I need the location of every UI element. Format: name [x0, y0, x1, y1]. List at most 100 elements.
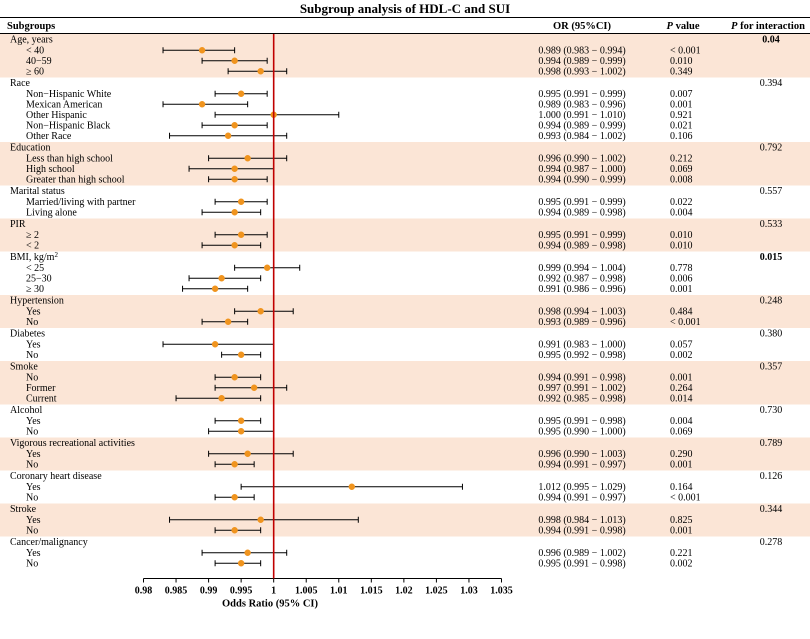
p-value: 0.001: [670, 99, 693, 110]
or-ci-value: 0.989 (0.983 − 0.996): [538, 99, 625, 110]
subgroup-label: Yes: [26, 515, 41, 526]
or-ci-value: 0.993 (0.989 − 0.996): [538, 317, 625, 328]
or-point: [231, 209, 238, 216]
subgroup-label: ≥ 60: [26, 66, 44, 77]
p-interaction: 0.357: [760, 362, 783, 373]
group-label: Hypertension: [10, 296, 64, 307]
group-label: PIR: [10, 219, 26, 230]
or-point: [198, 47, 206, 54]
or-ci-value: 0.995 (0.991 − 0.998): [538, 416, 625, 427]
or-point: [237, 231, 245, 238]
or-ci-value: 0.994 (0.989 − 0.999): [538, 120, 625, 131]
header-subgroups: Subgroups: [7, 21, 55, 32]
or-ci-value: 0.994 (0.989 − 0.998): [538, 240, 625, 251]
x-axis-label: Odds Ratio (95% CI): [222, 599, 318, 610]
or-point: [224, 318, 232, 325]
subgroup-label: Other Race: [26, 131, 72, 142]
or-point: [231, 527, 238, 534]
p-value: 0.825: [670, 515, 693, 526]
or-point: [257, 516, 264, 523]
subgroup-label: No: [26, 372, 38, 383]
group-label: Coronary heart disease: [10, 471, 102, 482]
p-interaction: 0.278: [760, 537, 783, 548]
group-label: BMI, kg/m2: [10, 251, 58, 263]
subgroup-label: Married/living with partner: [26, 197, 136, 208]
or-ci-value: 0.992 (0.987 − 0.998): [538, 273, 625, 284]
or-ci-value: 0.997 (0.991 − 1.002): [538, 383, 625, 394]
group-label: Race: [10, 78, 31, 89]
x-axis: 0.98 0.985 0.99 0.995 1 1.005 1.01 1.015 1.02 1.0…: [135, 578, 513, 597]
or-point: [257, 308, 264, 315]
or-ci-value: 0.993 (0.984 − 1.002): [538, 131, 625, 142]
or-point: [237, 351, 245, 358]
subgroup-label: No: [26, 459, 38, 470]
p-interaction: 0.126: [760, 471, 783, 482]
or-point: [198, 101, 206, 108]
or-point: [237, 428, 245, 435]
p-value: 0.014: [670, 393, 693, 404]
x-tick-label: 0.99: [200, 586, 218, 597]
p-value: 0.001: [670, 372, 693, 383]
subgroup-label: ≥ 2: [26, 230, 39, 241]
or-point: [250, 384, 258, 391]
or-point: [224, 132, 232, 139]
or-ci-value: 0.996 (0.989 − 1.002): [538, 548, 625, 559]
subgroup-label: Former: [26, 383, 56, 394]
subgroup-label: No: [26, 317, 38, 328]
or-ci-value: 0.998 (0.993 − 1.002): [538, 66, 625, 77]
or-ci-value: 0.994 (0.989 − 0.999): [538, 56, 625, 67]
p-value: < 0.001: [670, 492, 701, 503]
or-ci-value: 0.994 (0.991 − 0.998): [538, 372, 625, 383]
subgroup-label: Other Hispanic: [26, 110, 87, 121]
or-ci-value: 0.995 (0.992 − 0.998): [538, 350, 625, 361]
or-ci-value: 0.999 (0.994 − 1.004): [538, 263, 625, 274]
header-p-interaction-italic: P: [731, 21, 738, 32]
p-value: 0.001: [670, 525, 693, 536]
p-interaction: 0.792: [760, 143, 783, 154]
subgroup-label: Yes: [26, 416, 41, 427]
p-interaction: 0.394: [760, 78, 783, 89]
or-point: [237, 198, 245, 205]
group-band: [0, 34, 810, 78]
or-point: [211, 285, 219, 292]
or-ci-value: 1.012 (0.995 − 1.029): [538, 482, 625, 493]
or-point: [218, 275, 225, 282]
p-interaction: 0.04: [762, 35, 780, 46]
x-tick-label: 1.025: [425, 586, 448, 597]
p-value: 0.021: [670, 120, 693, 131]
p-value: < 0.001: [670, 45, 701, 56]
or-point: [244, 549, 251, 556]
x-tick-label: 1.035: [490, 586, 513, 597]
or-ci-value: 0.995 (0.990 − 1.000): [538, 426, 625, 437]
or-ci-value: 0.994 (0.991 − 0.998): [538, 525, 625, 536]
group-label: Vigorous recreational activities: [10, 438, 135, 449]
header-p-value: P value: [667, 21, 700, 32]
subgroup-label: No: [26, 558, 38, 569]
p-interaction: 0.557: [760, 186, 783, 197]
or-point: [231, 242, 238, 249]
subgroup-label: 25−30: [26, 273, 52, 284]
or-point: [218, 395, 225, 402]
p-interaction: 0.344: [760, 504, 783, 515]
p-value: 0.349: [670, 66, 693, 77]
or-point: [231, 176, 238, 183]
x-tick-label: 0.985: [165, 586, 188, 597]
p-value: 0.921: [670, 110, 693, 121]
p-interaction: 0.730: [760, 405, 783, 416]
header-p-value-rest: value: [673, 21, 700, 32]
subgroup-label: Non−Hispanic Black: [26, 120, 110, 131]
subgroup-label: No: [26, 426, 38, 437]
group-band: [0, 295, 810, 328]
p-value: 0.002: [670, 350, 693, 361]
or-ci-value: 0.996 (0.990 − 1.003): [538, 449, 625, 460]
p-value: 0.001: [670, 459, 693, 470]
or-ci-value: 0.994 (0.991 − 0.997): [538, 459, 625, 470]
p-value: 0.010: [670, 230, 693, 241]
subgroup-label: No: [26, 492, 38, 503]
x-tick-label: 1.015: [360, 586, 383, 597]
group-band: [0, 218, 810, 252]
group-bands: [0, 34, 810, 537]
subgroup-label: Less than high school: [26, 153, 113, 164]
p-interaction: 0.789: [760, 438, 783, 449]
p-value: 0.004: [670, 207, 693, 218]
